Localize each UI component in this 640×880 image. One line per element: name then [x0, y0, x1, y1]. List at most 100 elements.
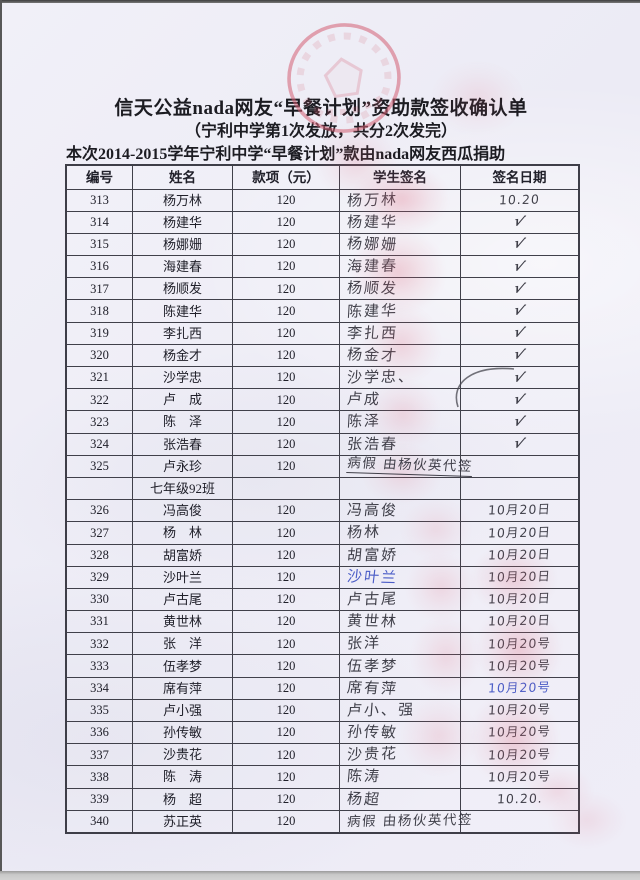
- cell-number: 334: [67, 677, 133, 699]
- cell-signature: 杨超: [340, 788, 461, 810]
- table-row: 318 陈建华 120 陈建华 √: [67, 299, 578, 322]
- cell-amount: 120: [233, 677, 340, 699]
- cell-number: 321: [67, 367, 133, 389]
- table-row: 323 陈 泽 120 陈泽 √: [67, 410, 578, 433]
- table-row: 315 杨娜姗 120 杨娜姗 √: [67, 232, 578, 256]
- signature-handwriting: 沙贵花: [346, 744, 399, 765]
- date-handwriting: √: [511, 213, 528, 231]
- date-handwriting: 10月20号: [487, 657, 552, 674]
- signature-handwriting: 卢小、强: [346, 700, 416, 720]
- table-row: 329 沙叶兰 120 沙叶兰 10月20日: [67, 565, 578, 588]
- cell-signature: 伍孝梦: [340, 655, 461, 677]
- signature-handwriting: 病假 由杨伙英代签: [346, 811, 474, 830]
- signature-handwriting: 沙叶兰: [346, 566, 400, 587]
- table-row: 334 席有萍 120 席有萍 10月20号: [67, 676, 578, 699]
- cell-date: 10月20日: [461, 567, 578, 588]
- table-row: 328 胡富娇 120 胡富娇 10月20日: [67, 543, 578, 566]
- cell-amount: 120: [233, 744, 340, 766]
- cell-amount: 120: [233, 588, 340, 611]
- cell-name: 孙传敏: [133, 722, 233, 744]
- cell-signature: 冯高俊: [340, 500, 461, 522]
- cell-name: 沙学忠: [133, 367, 233, 389]
- table-row: 320 杨金才 120 杨金才 √: [67, 343, 578, 366]
- cell-date: 10月20号: [461, 766, 578, 787]
- cell-amount: 120: [233, 699, 340, 721]
- cell-signature: 卢成: [340, 389, 461, 411]
- page-title: 信天公益nada网友“早餐计划”资助款签收确认单: [114, 98, 528, 119]
- date-handwriting: 10月20日: [487, 590, 552, 607]
- cell-amount: 120: [233, 633, 340, 655]
- signature-handwriting: 胡富娇: [346, 545, 399, 564]
- cell-signature: 杨娜姗: [340, 233, 461, 256]
- cell-date: √: [461, 300, 578, 321]
- cell-name: 伍孝梦: [133, 655, 233, 677]
- table-row: 338 陈 涛 120 陈涛 10月20号: [67, 765, 578, 788]
- cell-number: 331: [67, 611, 133, 633]
- cell-date: 10.20: [461, 190, 578, 211]
- cell-date: 10月20号: [461, 633, 578, 654]
- cell-name: 陈 泽: [133, 411, 233, 433]
- cell-name: 七年级92班: [133, 477, 233, 500]
- cell-name: 杨万林: [133, 189, 233, 211]
- cell-amount: 120: [233, 766, 340, 788]
- cell-number: 323: [67, 411, 133, 433]
- table-row: 336 孙传敏 120 孙传敏 10月20号: [67, 721, 578, 744]
- cell-date: 10月20日: [461, 522, 578, 543]
- cell-signature: 卢古尾: [340, 588, 461, 611]
- signature-handwriting: 杨超: [346, 789, 383, 809]
- cell-amount: 120: [233, 233, 340, 256]
- signature-handwriting: 伍孝梦: [346, 656, 399, 675]
- cell-number: 329: [67, 566, 133, 588]
- table-row: 330 卢古尾 120 卢古尾 10月20日: [67, 587, 578, 611]
- cell-date: 10月20号: [461, 655, 578, 676]
- table-row: 332 张 洋 120 张洋 10月20号: [67, 632, 578, 655]
- cell-name: 卢古尾: [133, 588, 233, 611]
- cell-signature: 杨建华: [340, 211, 461, 233]
- date-handwriting: 10月20日: [487, 501, 552, 519]
- cell-date: 10月20日: [461, 545, 578, 566]
- header-cell-signature: 学生签名: [340, 166, 461, 189]
- cell-name: 卢永珍: [133, 455, 233, 477]
- donor-note: 本次2014-2015学年宁利中学“早餐计划”款由nada网友西瓜捐助: [66, 146, 506, 163]
- cell-amount: 120: [233, 566, 340, 588]
- cell-number: 325: [67, 455, 133, 477]
- cell-amount: 120: [233, 455, 340, 477]
- cell-date: 10.20.: [461, 789, 578, 810]
- signature-handwriting: 病假 由杨伙英代签: [346, 454, 474, 477]
- cell-number: 327: [67, 522, 133, 544]
- scan-edge-left: [0, 0, 2, 880]
- cell-number: 318: [67, 300, 133, 322]
- signature-handwriting: 陈泽: [346, 411, 382, 431]
- scan-edge-top: [0, 0, 640, 3]
- cell-amount: 120: [233, 655, 340, 677]
- cell-date: 10月20号: [461, 744, 578, 765]
- date-handwriting: √: [511, 235, 528, 254]
- cell-number: 335: [67, 699, 133, 721]
- cell-signature: 卢小、强: [340, 699, 461, 721]
- cell-signature: 杨万林: [340, 189, 461, 211]
- signature-handwriting: 卢成: [346, 390, 382, 409]
- cell-number: 324: [67, 433, 133, 455]
- cell-date: √: [461, 256, 578, 277]
- table-row: 322 卢 成 120 卢成 √: [67, 388, 578, 411]
- cell-name: 李扎西: [133, 322, 233, 344]
- cell-name: 卢 成: [133, 389, 233, 411]
- cell-number: 326: [67, 500, 133, 522]
- cell-signature: 孙传敏: [340, 722, 461, 744]
- cell-number: 337: [67, 744, 133, 766]
- cell-amount: 120: [233, 411, 340, 433]
- cell-amount: 120: [233, 300, 340, 322]
- signature-handwriting: 冯高俊: [346, 500, 399, 520]
- cell-signature: 杨顺发: [340, 278, 461, 300]
- cell-signature: 黄世林: [340, 611, 461, 633]
- cell-date: √: [461, 234, 578, 255]
- table-row: 331 黄世林 120 黄世林 10月20日: [67, 610, 578, 633]
- cell-name: 陈 涛: [133, 766, 233, 788]
- cell-name: 杨 超: [133, 788, 233, 810]
- scan-edge-bottom: [0, 871, 640, 880]
- cell-amount: 120: [233, 611, 340, 633]
- date-handwriting: 10月20号: [487, 723, 552, 740]
- cell-signature: 病假 由杨伙英代签: [340, 810, 474, 832]
- cell-number: 338: [67, 766, 133, 788]
